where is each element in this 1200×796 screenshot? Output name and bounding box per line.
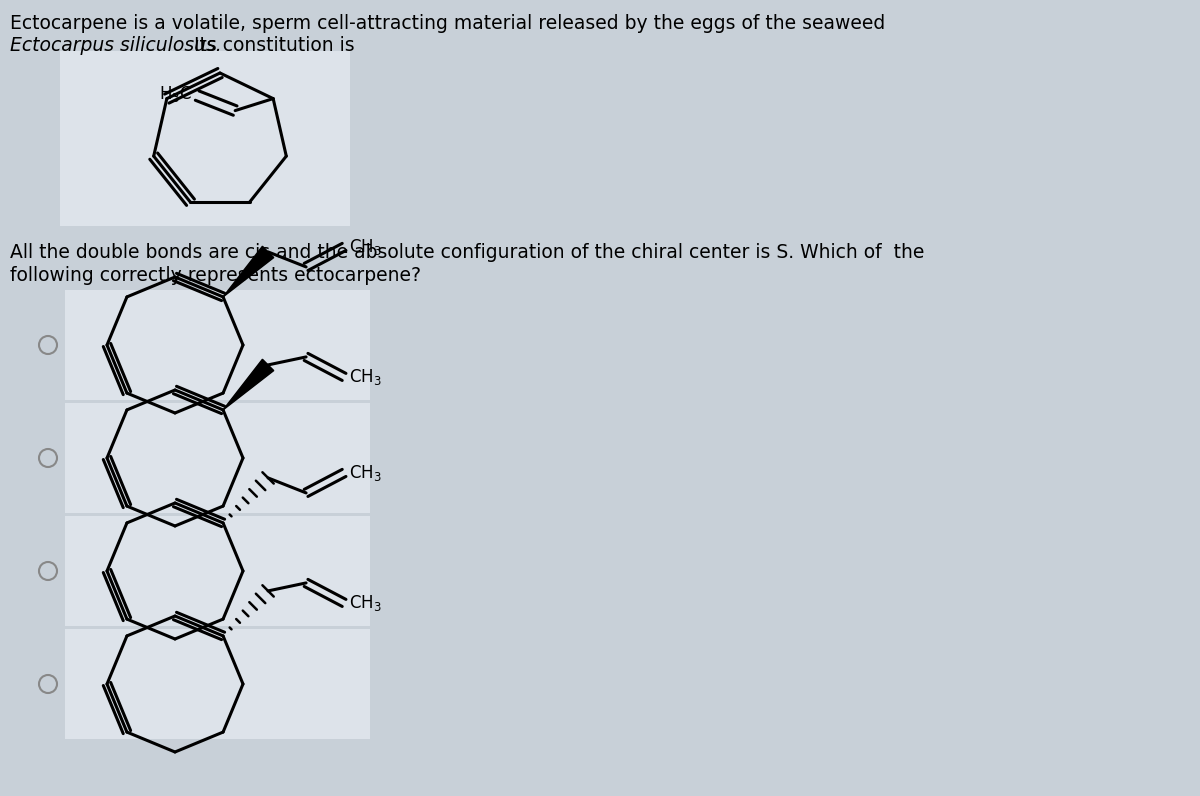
Bar [65, 290, 370, 400]
Text: Ectocarpene is a volatile, sperm cell-attracting material released by the eggs o: Ectocarpene is a volatile, sperm cell-at… [10, 14, 886, 33]
Text: All the double bonds are cis and the absolute configuration of the chiral center: All the double bonds are cis and the abs… [10, 243, 924, 262]
Text: CH$_3$: CH$_3$ [349, 463, 382, 483]
Text: H$_3$C: H$_3$C [158, 84, 192, 103]
Text: CH$_3$: CH$_3$ [349, 593, 382, 613]
Text: CH$_3$: CH$_3$ [349, 237, 382, 257]
Text: Ectocarpus siliculosus.: Ectocarpus siliculosus. [10, 36, 222, 55]
Bar [65, 403, 370, 513]
Bar [65, 629, 370, 739]
Polygon shape [223, 246, 274, 297]
Text: Its constitution is: Its constitution is [194, 36, 355, 55]
Text: CH$_3$: CH$_3$ [349, 367, 382, 387]
Bar [60, 51, 350, 226]
Bar [65, 516, 370, 626]
Polygon shape [223, 359, 274, 410]
Text: following correctly represents ectocarpene?: following correctly represents ectocarpe… [10, 266, 421, 285]
